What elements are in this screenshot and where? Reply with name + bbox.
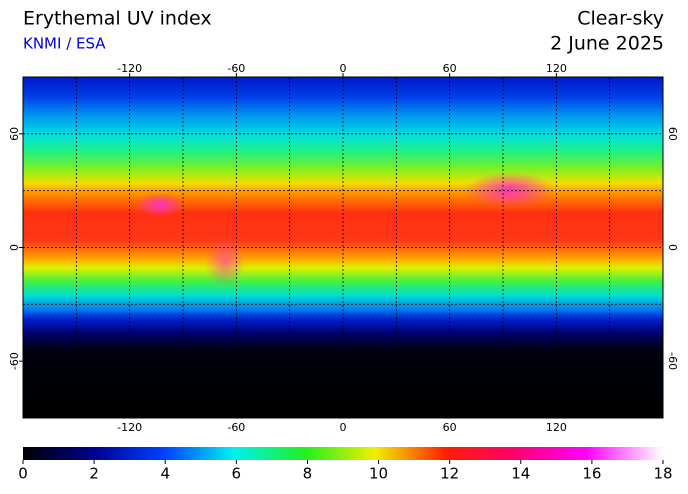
colorbar-label: 16 — [582, 465, 601, 483]
colorbar-label: 10 — [369, 465, 388, 483]
lon-label-bottom: -60 — [227, 421, 245, 434]
lat-label-left: 0 — [8, 244, 21, 251]
colorbar — [23, 447, 663, 460]
colorbar-label: 2 — [89, 465, 99, 483]
lon-label-bottom: 0 — [340, 421, 347, 434]
lon-label-top: 120 — [546, 62, 567, 75]
hotspot — [135, 193, 185, 217]
hotspot — [465, 172, 555, 208]
lat-label-right: 60 — [666, 127, 679, 141]
date: 2 June 2025 — [550, 33, 664, 55]
colorbar-label: 8 — [303, 465, 313, 483]
lon-label-bottom: 120 — [546, 421, 567, 434]
colorbar-label: 0 — [18, 465, 28, 483]
lon-label-top: -120 — [117, 62, 142, 75]
colorbar-label: 6 — [232, 465, 242, 483]
colorbar-label: 18 — [653, 465, 672, 483]
lon-label-top: -60 — [227, 62, 245, 75]
lat-label-left: -60 — [8, 352, 21, 370]
lon-label-bottom: 60 — [443, 421, 457, 434]
lon-label-top: 60 — [443, 62, 457, 75]
lat-label-right: -60 — [666, 352, 679, 370]
lat-label-left: 60 — [8, 127, 21, 141]
hotspot — [205, 237, 245, 287]
colorbar-label: 4 — [160, 465, 170, 483]
source: KNMI / ESA — [23, 35, 106, 53]
lat-label-right: 0 — [666, 244, 679, 251]
lon-label-top: 0 — [340, 62, 347, 75]
title: Erythemal UV index — [23, 8, 212, 30]
colorbar-label: 12 — [440, 465, 459, 483]
colorbar-label: 14 — [511, 465, 530, 483]
lon-label-bottom: -120 — [117, 421, 142, 434]
mode: Clear-sky — [577, 8, 664, 30]
